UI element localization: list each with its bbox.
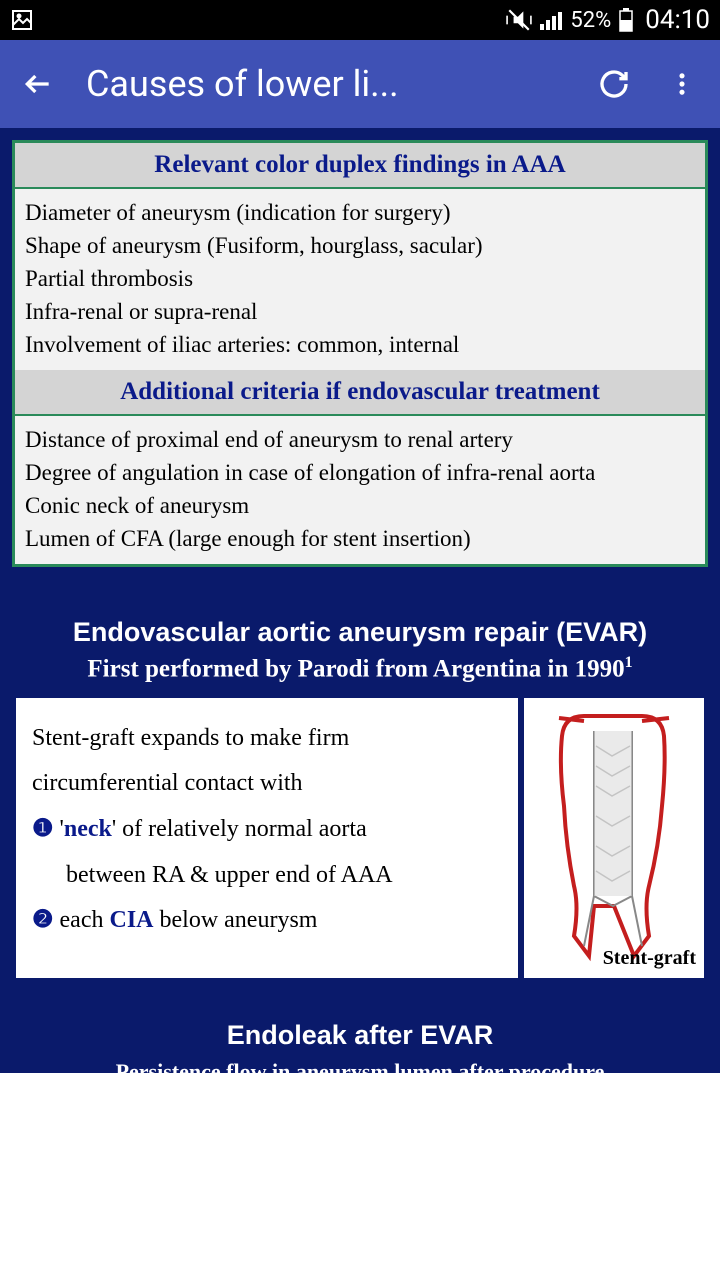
slide-2: Endovascular aortic aneurysm repair (EVA… <box>0 579 720 989</box>
more-vert-icon <box>668 70 696 98</box>
endoleak-title: Endoleak after EVAR <box>12 1020 708 1051</box>
slide-3: Endoleak after EVAR Persistence flow in … <box>0 990 720 1073</box>
table-row: Conic neck of aneurysm <box>25 490 695 521</box>
stent-graft-figure: Stent-graft <box>524 698 704 978</box>
more-button[interactable] <box>662 64 702 104</box>
table-body-1: Diameter of aneurysm (indication for sur… <box>15 189 705 370</box>
arrow-left-icon <box>22 68 54 100</box>
signal-icon <box>540 10 562 30</box>
picture-icon <box>10 8 34 32</box>
table-row: Distance of proximal end of aneurysm to … <box>25 424 695 455</box>
content-area[interactable]: Relevant color duplex findings in AAA Di… <box>0 128 720 1280</box>
battery-percent: 52% <box>570 8 611 33</box>
table-row: Involvement of iliac arteries: common, i… <box>25 329 695 360</box>
stent-graft-label: Stent-graft <box>603 947 696 970</box>
evar-line: circumferential contact with <box>32 761 502 807</box>
endoleak-cut-text: Persistence flow in aneurysm lumen after… <box>12 1059 708 1073</box>
table-row: Degree of angulation in case of elongati… <box>25 457 695 488</box>
page-title: Causes of lower li... <box>86 63 566 105</box>
evar-title: Endovascular aortic aneurysm repair (EVA… <box>16 617 704 648</box>
table-row: Partial thrombosis <box>25 263 695 294</box>
stent-graft-icon <box>532 706 696 966</box>
evar-bullet-1b: between RA & upper end of AAA <box>32 853 502 899</box>
back-button[interactable] <box>18 64 58 104</box>
evar-bullet-2: ❷ each CIA below aneurysm <box>32 898 502 944</box>
table-row: Lumen of CFA (large enough for stent ins… <box>25 523 695 554</box>
status-bar: 52% 04:10 <box>0 0 720 40</box>
findings-table: Relevant color duplex findings in AAA Di… <box>12 140 708 567</box>
battery-icon <box>619 8 633 32</box>
evar-line: Stent-graft expands to make firm <box>32 716 502 762</box>
clock-time: 04:10 <box>645 5 710 35</box>
table-row: Diameter of aneurysm (indication for sur… <box>25 197 695 228</box>
table-header-1: Relevant color duplex findings in AAA <box>15 143 705 189</box>
evar-subtitle: First performed by Parodi from Argentina… <box>16 654 704 683</box>
table-body-2: Distance of proximal end of aneurysm to … <box>15 416 705 564</box>
table-row: Shape of aneurysm (Fusiform, hourglass, … <box>25 230 695 261</box>
evar-text-panel: Stent-graft expands to make firm circumf… <box>16 698 518 978</box>
slide-1: Relevant color duplex findings in AAA Di… <box>0 128 720 579</box>
table-row: Infra-renal or supra-renal <box>25 296 695 327</box>
table-header-2: Additional criteria if endovascular trea… <box>15 370 705 416</box>
refresh-icon <box>598 68 630 100</box>
refresh-button[interactable] <box>594 64 634 104</box>
vibrate-mute-icon <box>506 7 532 33</box>
evar-bullet-1: ❶ 'neck' of relatively normal aorta <box>32 807 502 853</box>
app-bar: Causes of lower li... <box>0 40 720 128</box>
